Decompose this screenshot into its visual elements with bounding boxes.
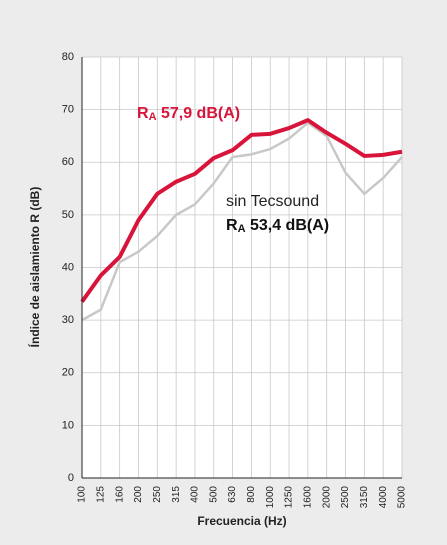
- y-tick-label: 0: [68, 472, 74, 484]
- x-tick-label: 1250: [284, 486, 295, 509]
- annotation: RA 53,4 dB(A): [226, 217, 329, 235]
- x-tick-label: 400: [190, 486, 201, 503]
- grid: [81, 56, 403, 479]
- x-tick-label: 5000: [397, 486, 408, 509]
- y-tick-label: 40: [62, 261, 74, 273]
- x-tick-label: 3150: [359, 486, 370, 509]
- x-tick-label: 1000: [265, 486, 276, 509]
- lines: [80, 118, 403, 322]
- x-tick-label: 200: [133, 486, 144, 503]
- series-line: [81, 121, 403, 322]
- annotation-text: 57,9 dB(A): [157, 105, 241, 122]
- x-tick-label: 4000: [378, 486, 389, 509]
- x-tick-label: 315: [171, 486, 182, 503]
- series-line: [80, 118, 403, 303]
- y-axis-label: Índice de aislamiento R (dB): [27, 187, 42, 348]
- y-tick-label: 20: [62, 367, 74, 379]
- x-tick-label: 1600: [303, 486, 314, 509]
- x-axis-label: Frecuencia (Hz): [197, 514, 286, 528]
- annotation-sub: A: [238, 223, 246, 235]
- x-tick-label: 250: [152, 486, 163, 503]
- x-tick-label: 630: [227, 486, 238, 503]
- y-tick-label: 50: [62, 209, 74, 221]
- annotation-sub: A: [149, 111, 157, 123]
- y-tick-label: 70: [62, 104, 74, 116]
- annotation-symbol: R: [137, 105, 149, 122]
- y-tick-label: 60: [62, 156, 74, 168]
- x-tick-label: 125: [95, 486, 106, 503]
- annotation: RA 57,9 dB(A): [137, 105, 240, 123]
- x-tick-label: 2000: [321, 486, 332, 509]
- annotation-text: 53,4 dB(A): [246, 217, 330, 234]
- y-tick-label: 30: [62, 314, 74, 326]
- annotation-symbol: R: [226, 217, 238, 234]
- x-tick-label: 800: [246, 486, 257, 503]
- x-tick-label: 2500: [340, 486, 351, 509]
- y-tick-label: 10: [62, 419, 74, 431]
- y-tick-label: 80: [62, 51, 74, 63]
- x-tick-label: 160: [114, 486, 125, 503]
- x-tick-label: 100: [77, 486, 88, 503]
- series-label: sin Tecsound: [226, 193, 319, 210]
- x-tick-label: 500: [208, 486, 219, 503]
